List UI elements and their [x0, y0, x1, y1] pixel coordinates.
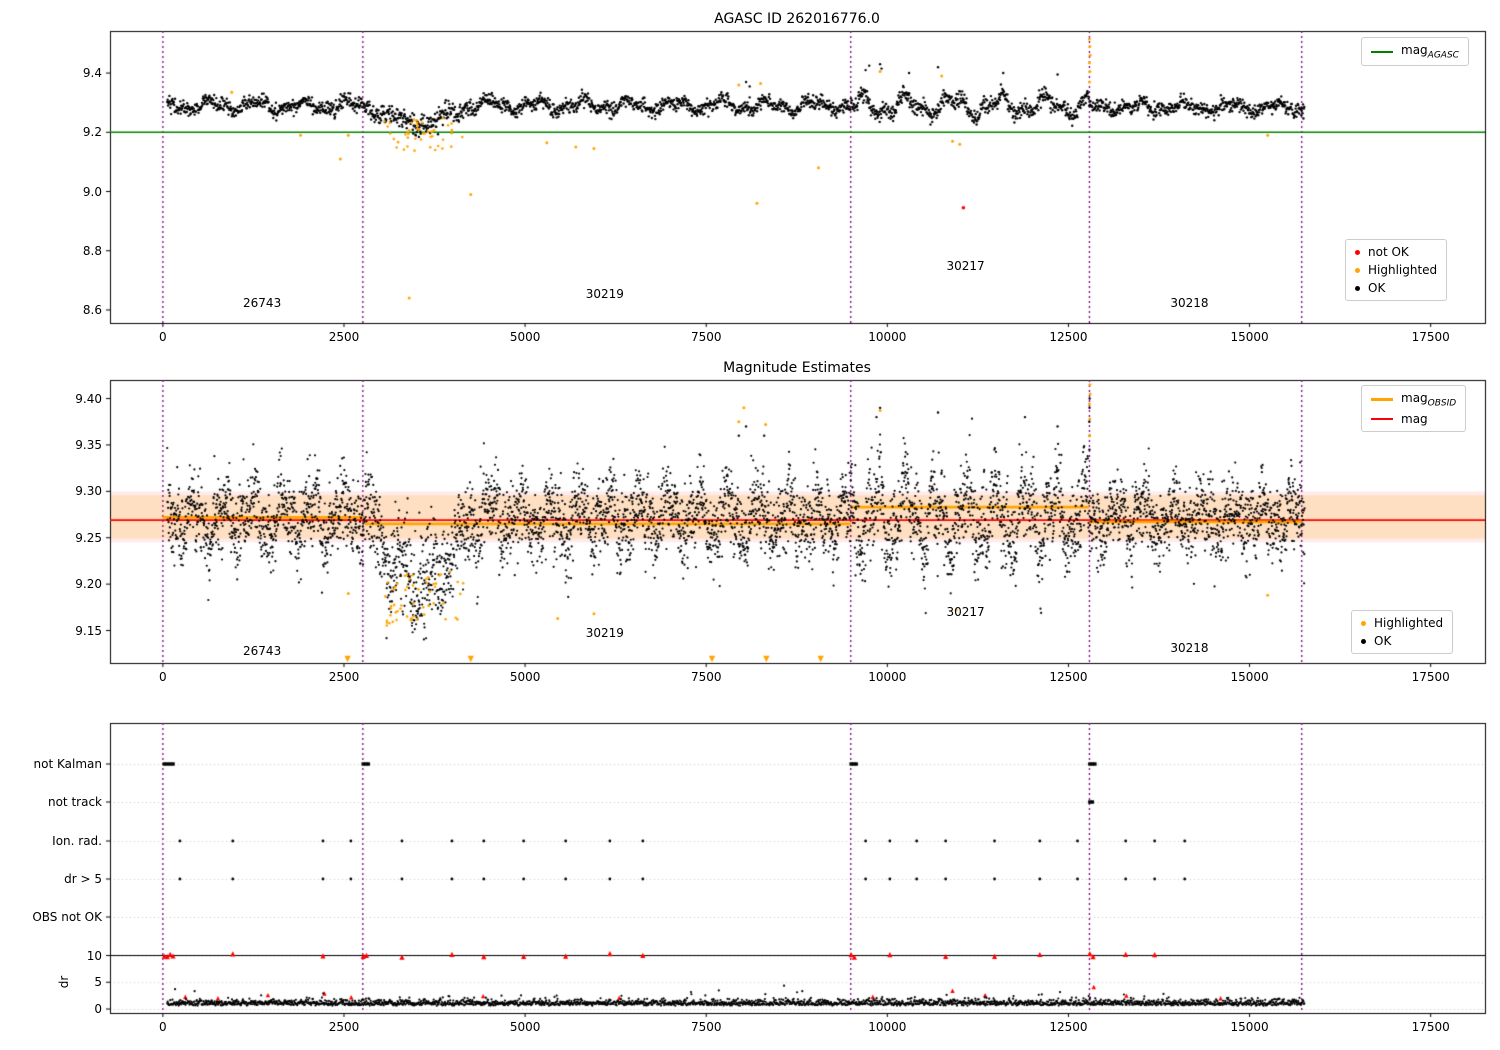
category-label: OBS not OK — [32, 910, 102, 924]
legend-label: magAGASC — [1401, 43, 1459, 61]
legend-dot-swatch — [1355, 285, 1360, 291]
legend-point-status: not OK Highlighted OK — [1345, 239, 1448, 301]
x-tick-label: 15000 — [1230, 1020, 1269, 1034]
x-tick-label: 10000 — [868, 330, 907, 344]
obsid-annotation: 26743 — [243, 643, 282, 658]
legend-mag-agasc: magAGASC — [1361, 37, 1469, 67]
x-tick-label: 5000 — [509, 1020, 541, 1034]
x-tick-label: 2500 — [328, 1020, 360, 1034]
x-tick-label: 17500 — [1411, 330, 1450, 344]
y-tick-label: 9.0 — [82, 184, 102, 199]
y-tick-label: 9.15 — [75, 623, 102, 638]
legend-item: magOBSID — [1371, 391, 1456, 408]
dr-tick-label: 0 — [94, 1002, 102, 1016]
legend-label: OK — [1374, 634, 1392, 648]
x-tick-label: 2500 — [328, 330, 360, 344]
legend-dot-swatch — [1361, 620, 1366, 626]
y-tick-label: 9.4 — [82, 66, 102, 81]
x-tick-label: 10000 — [868, 670, 907, 684]
plot2-title: Magnitude Estimates — [723, 360, 871, 376]
obsid-annotation: 30219 — [585, 626, 624, 641]
category-label: Ion. rad. — [52, 834, 102, 848]
y-tick-label: 8.6 — [82, 302, 102, 317]
x-tick-label: 17500 — [1411, 670, 1450, 684]
x-tick-label: 0 — [159, 670, 167, 684]
legend-item: Highlighted — [1361, 616, 1443, 630]
x-tick-label: 15000 — [1230, 670, 1269, 684]
x-tick-label: 5000 — [509, 670, 541, 684]
obsid-annotation: 30218 — [1170, 295, 1209, 310]
legend-label: Highlighted — [1368, 263, 1438, 277]
legend-dot-swatch — [1361, 638, 1366, 644]
obsid-annotation: 30217 — [946, 604, 985, 619]
x-tick-label: 12500 — [1049, 670, 1088, 684]
legend-label: magOBSID — [1401, 391, 1457, 409]
obsid-annotation: 30218 — [1170, 641, 1209, 656]
x-tick-label: 7500 — [690, 1020, 722, 1034]
legend-label: mag — [1401, 412, 1428, 427]
x-tick-label: 7500 — [690, 670, 722, 684]
dr-tick-label: 10 — [86, 948, 102, 963]
legend-label: OK — [1368, 281, 1386, 295]
legend-line-swatch — [1371, 50, 1393, 53]
x-tick-label: 12500 — [1049, 330, 1088, 344]
dr-tick-label: 5 — [94, 975, 102, 990]
legend-label: not OK — [1368, 245, 1409, 259]
category-label: not track — [47, 795, 102, 809]
legend-mag-lines: magOBSID mag — [1361, 385, 1467, 433]
legend-point-status-2: Highlighted OK — [1351, 610, 1454, 654]
x-tick-label: 17500 — [1411, 1020, 1450, 1034]
obsid-annotation: 30217 — [946, 258, 985, 273]
legend-label: Highlighted — [1374, 616, 1444, 630]
x-tick-label: 10000 — [868, 1020, 907, 1034]
x-tick-label: 2500 — [328, 670, 360, 684]
plot1-title: AGASC ID 262016776.0 — [714, 11, 880, 27]
x-tick-label: 0 — [159, 1020, 167, 1034]
x-tick-label: 5000 — [509, 330, 541, 344]
y-tick-label: 9.2 — [82, 125, 102, 140]
legend-item: not OK — [1355, 245, 1437, 259]
y-tick-label: 9.20 — [75, 577, 102, 592]
legend-line-swatch — [1371, 398, 1393, 402]
y-tick-label: 9.40 — [75, 391, 102, 406]
x-tick-label: 0 — [159, 330, 167, 344]
x-tick-label: 7500 — [690, 330, 722, 344]
y-tick-label: 9.30 — [75, 484, 102, 499]
legend-item: mag — [1371, 412, 1456, 426]
category-label: not Kalman — [33, 757, 102, 771]
obsid-annotation: 30219 — [585, 286, 624, 301]
y-tick-label: 8.8 — [82, 243, 102, 258]
dr-axis-label: dr — [57, 975, 71, 989]
x-tick-label: 15000 — [1230, 330, 1269, 344]
legend-dot-swatch — [1355, 267, 1360, 273]
legend-item: OK — [1355, 281, 1437, 295]
category-label: dr > 5 — [64, 872, 102, 886]
obsid-annotation: 26743 — [243, 295, 282, 310]
legend-dot-swatch — [1355, 249, 1360, 255]
legend-item: magAGASC — [1371, 43, 1459, 60]
legend-item: OK — [1361, 634, 1443, 648]
legend-item: Highlighted — [1355, 263, 1437, 277]
legend-line-swatch — [1371, 418, 1393, 421]
y-tick-label: 9.25 — [75, 530, 102, 545]
x-tick-label: 12500 — [1049, 1020, 1088, 1034]
y-tick-label: 9.35 — [75, 437, 102, 452]
